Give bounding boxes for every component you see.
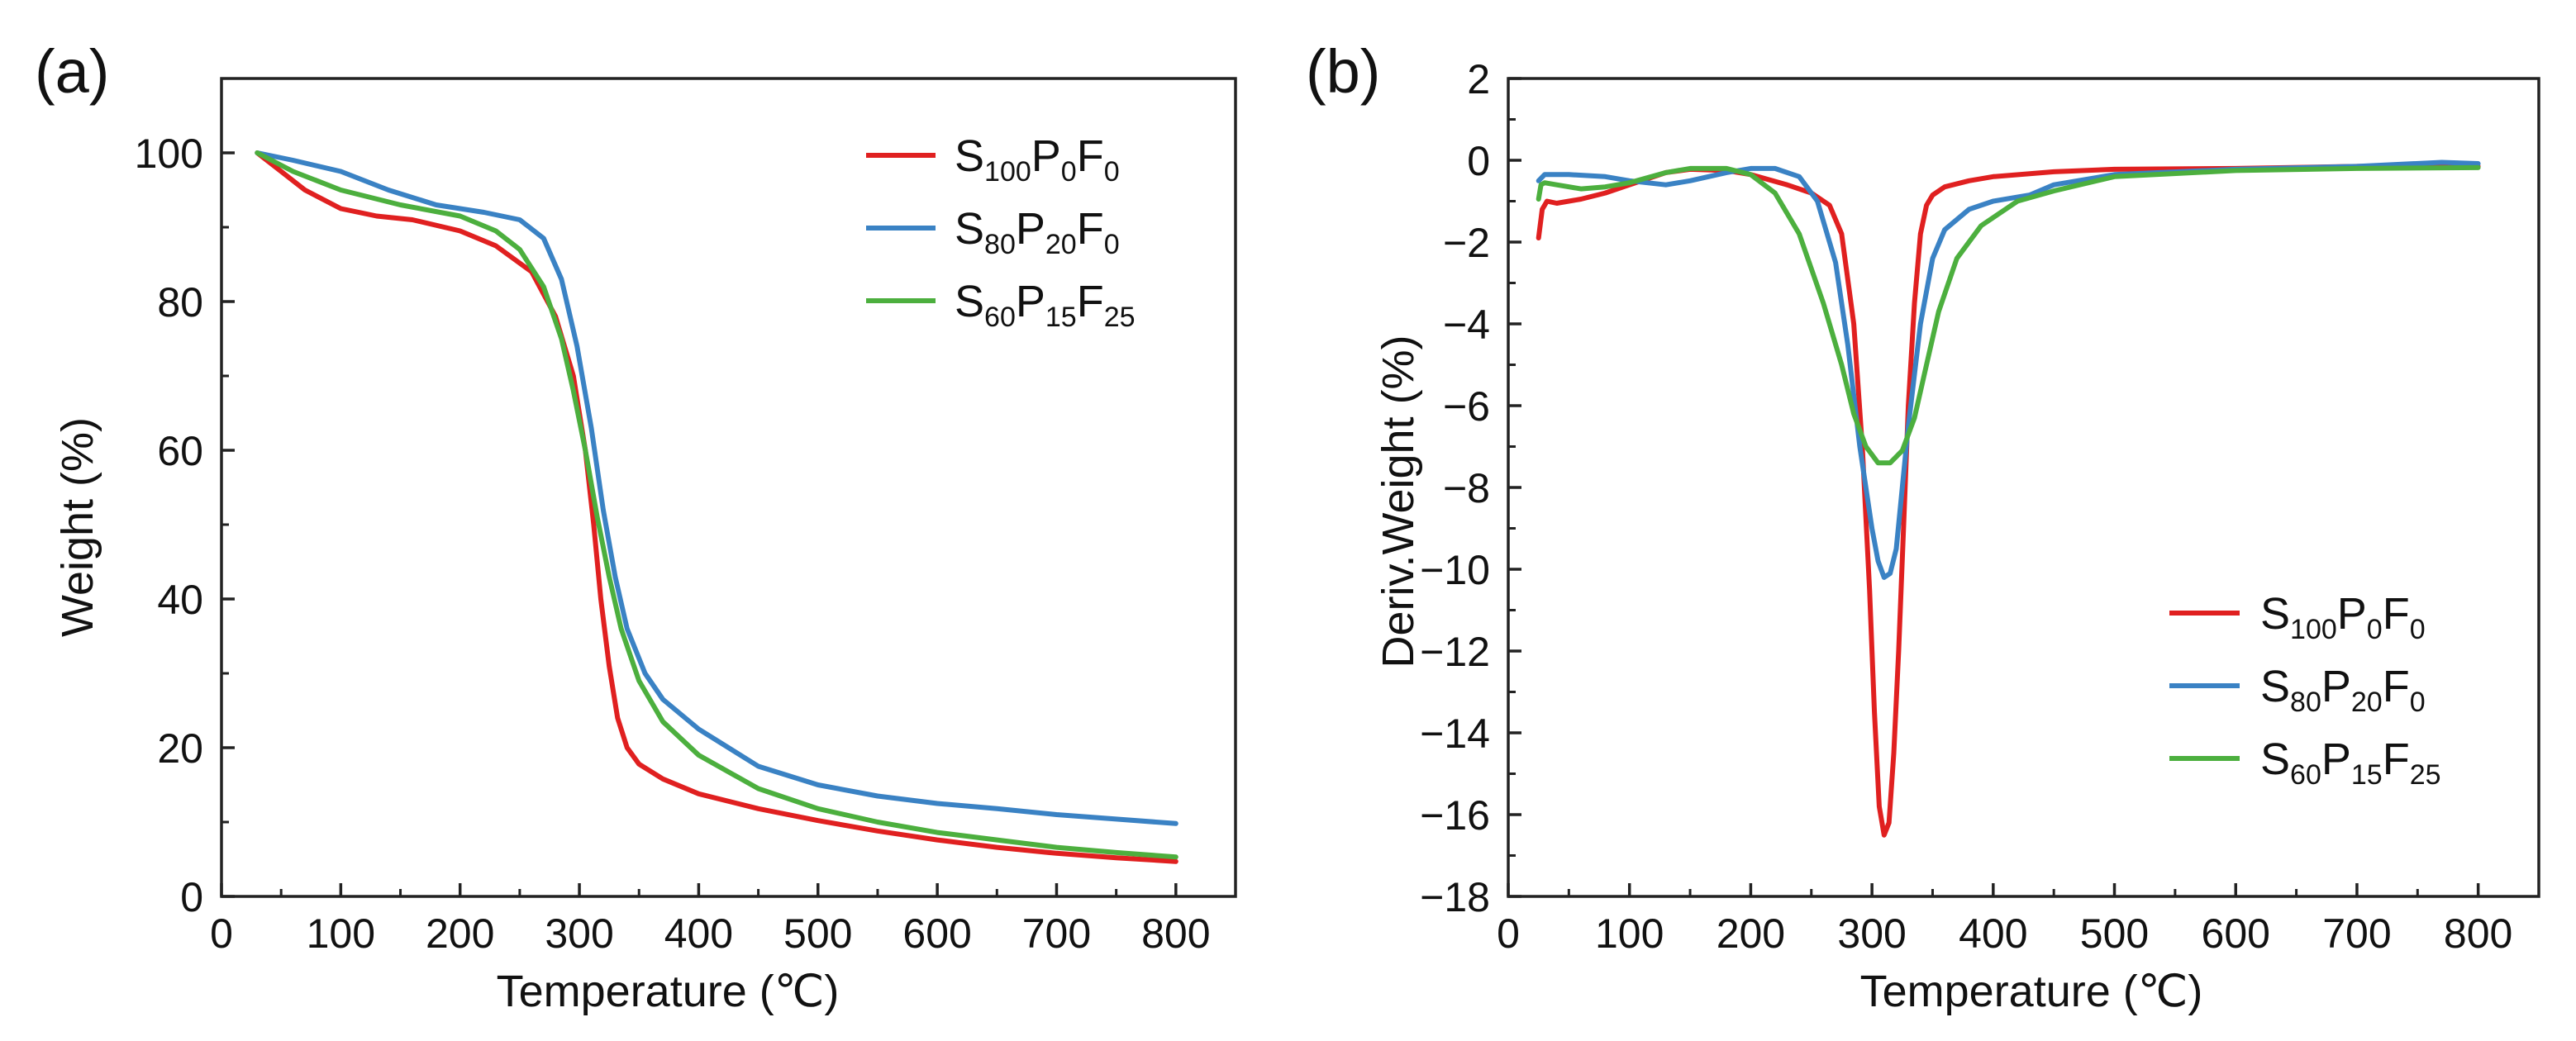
panel-a-y-tick-label: 20 (157, 725, 203, 772)
panel-b-axes: 0 100 200 300 400 500 600 700 800 −18 −16 −14 −12 −10… (1420, 56, 2540, 957)
panel-a-series-line-2 (255, 150, 1178, 860)
panel-b-y-tick-label: −6 (1443, 383, 1490, 430)
panel-a-x-tick-label: 300 (545, 910, 613, 957)
panel-b-x-tick-label: 700 (2322, 910, 2391, 957)
panel-a-label: (a) (35, 37, 109, 106)
panel-a-y-tick-label: 100 (135, 131, 203, 177)
panel-a-x-tick-label: 500 (783, 910, 852, 957)
panel-a-series-line-1 (255, 150, 1178, 826)
panel-b-x-tick-label: 200 (1717, 910, 1785, 957)
panel-b-legend-label-2: S60P15F25 (2260, 734, 2441, 791)
panel-b-legend-label-1: S80P20F0 (2260, 662, 2426, 718)
panel-a-y-tick-label: 60 (157, 428, 203, 474)
panel-b-series-line-1 (1536, 159, 2481, 580)
panel-a-x-tick-label: 800 (1141, 910, 1210, 957)
panel-b-x-tick-label: 500 (2080, 910, 2149, 957)
panel-a-x-tick-label: 200 (426, 910, 494, 957)
panel-b-y-tick-label: −12 (1420, 629, 1490, 675)
panel-a-legend-label-1: S80P20F0 (955, 204, 1120, 260)
panel-a-y-tick-label: 0 (180, 874, 203, 920)
panel-a-x-tick-label: 0 (210, 910, 233, 957)
panel-b-y-tick-label: −18 (1420, 874, 1490, 920)
panel-a-series-line-0 (255, 150, 1178, 864)
panel-a-x-axis-title: Temperature (℃) (497, 967, 840, 1016)
panel-a-x-tick-label: 100 (307, 910, 375, 957)
panel-b-deriv-weight-chart: (b) 0 100 200 300 400 500 600 700 800 −18 −16 −14 −1… (1306, 37, 2540, 1016)
panel-b-x-tick-label: 600 (2202, 910, 2270, 957)
panel-a-legend-label-2: S60P15F25 (955, 277, 1136, 333)
panel-a-y-tick-label: 40 (157, 577, 203, 623)
panel-a-x-tick-label: 700 (1022, 910, 1091, 957)
panel-b-y-tick-label: −16 (1420, 792, 1490, 839)
panel-b-y-tick-label: −10 (1420, 547, 1490, 593)
panel-a-x-tick-label: 400 (664, 910, 733, 957)
panel-a-y-tick-label: 80 (157, 279, 203, 326)
panel-b-legend: S100P0F0 S80P20F0 S60P15F25 (2169, 589, 2441, 791)
panel-a-weight-chart: (a) 0 100 200 300 400 500 600 700 800 0 20 40 60 80 10… (35, 37, 1237, 1016)
panel-b-series-group (1536, 159, 2481, 838)
panel-a-x-tick-label: 600 (902, 910, 971, 957)
panel-b-label: (b) (1306, 37, 1380, 106)
panel-b-x-tick-label: 300 (1837, 910, 1906, 957)
panel-b-series-line-2 (1536, 164, 2481, 466)
panel-b-y-axis-title: Deriv.Weight (%) (1374, 335, 1423, 668)
panel-b-x-tick-label: 800 (2444, 910, 2512, 957)
panel-b-x-tick-label: 100 (1595, 910, 1664, 957)
panel-a-y-axis-title: Weight (%) (53, 417, 102, 637)
panel-a-series-group (255, 150, 1178, 864)
panel-b-y-tick-label: −4 (1443, 302, 1490, 348)
panel-b-x-tick-label: 0 (1497, 910, 1520, 957)
panel-b-x-axis-title: Temperature (℃) (1860, 967, 2203, 1016)
panel-a-legend: S100P0F0 S80P20F0 S60P15F25 (866, 131, 1136, 333)
panel-b-y-tick-label: 2 (1467, 56, 1490, 102)
panel-b-legend-label-0: S100P0F0 (2260, 589, 2426, 645)
panel-a-axes: 0 100 200 300 400 500 600 700 800 0 20 40 60 80 100 (135, 77, 1237, 957)
panel-a-legend-label-0: S100P0F0 (955, 131, 1120, 188)
panel-a-plot-frame (220, 77, 1237, 898)
panel-b-y-tick-label: −2 (1443, 220, 1490, 266)
panel-b-y-tick-label: −14 (1420, 711, 1490, 757)
panel-b-x-tick-label: 400 (1959, 910, 2027, 957)
panel-b-y-tick-label: 0 (1467, 138, 1490, 184)
panel-b-y-tick-label: −8 (1443, 465, 1490, 511)
